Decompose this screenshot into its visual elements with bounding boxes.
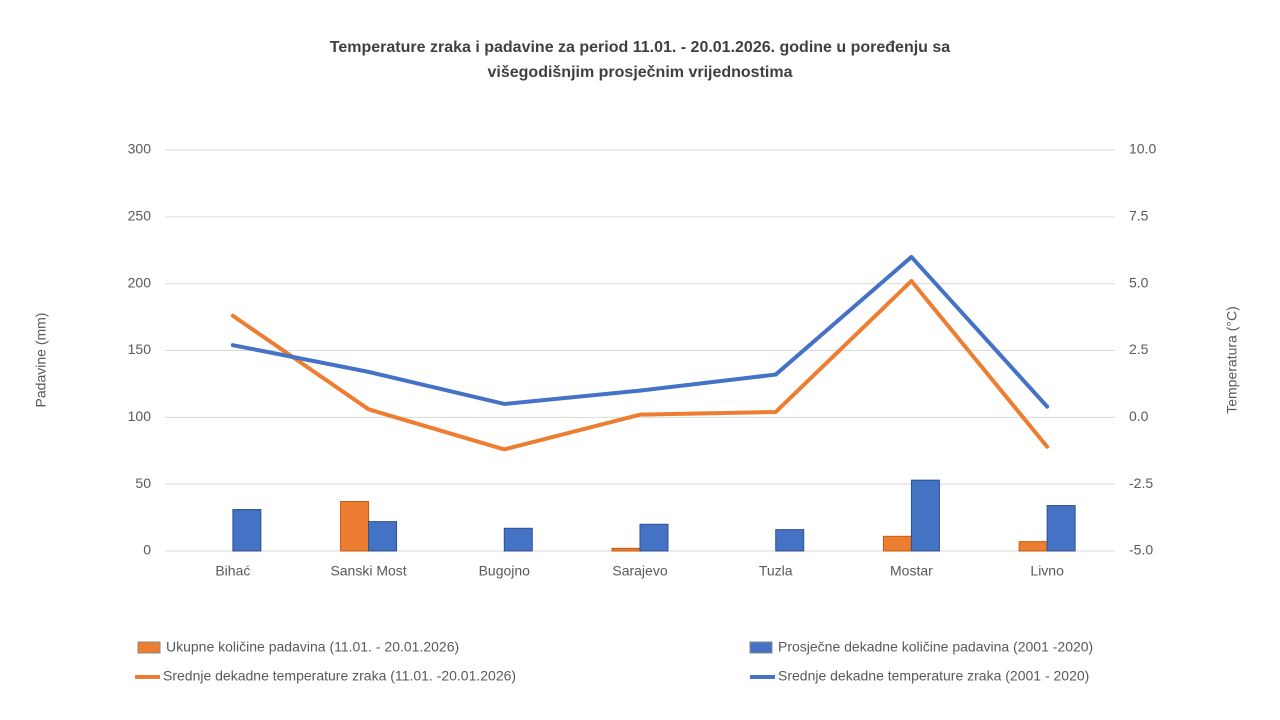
y-tick-label: 100 (128, 408, 152, 424)
bar (910, 479, 940, 552)
y2-tick-label: -5.0 (1129, 542, 1153, 558)
y-tick-label: 250 (128, 208, 152, 224)
legend-label: Srednje dekadne temperature zraka (2001 … (778, 668, 1089, 684)
y2-tick-label: 5.0 (1129, 274, 1149, 290)
x-tick-label: Bihać (215, 563, 250, 579)
y-tick-label: 200 (128, 274, 152, 290)
legend-swatch (137, 641, 161, 654)
bar (775, 529, 805, 552)
x-tick-label: Livno (1030, 563, 1064, 579)
x-tick-label: Sarajevo (612, 563, 667, 579)
x-tick-label: Bugojno (479, 563, 531, 579)
bar (368, 521, 398, 552)
y2-axis-label: Temperatura (°C) (1224, 306, 1240, 414)
legend-label: Ukupne količine padavina (11.01. - 20.01… (166, 639, 459, 655)
y-tick-label: 50 (135, 475, 151, 491)
legend-label: Srednje dekadne temperature zraka (11.01… (163, 668, 516, 684)
bar (340, 501, 370, 552)
y2-tick-label: 2.5 (1129, 341, 1149, 357)
bar (639, 523, 669, 552)
line (230, 254, 1050, 409)
bar (611, 547, 641, 552)
chart-title: Temperature zraka i padavine za period 1… (329, 39, 951, 81)
x-tick-label: Mostar (890, 563, 933, 579)
y2-tick-label: 10.0 (1129, 141, 1156, 157)
y2-tick-label: 7.5 (1129, 208, 1149, 224)
bar (1018, 541, 1048, 552)
legend-label: Prosječne dekadne količine padavina (200… (778, 639, 1093, 655)
y-tick-label: 300 (128, 141, 152, 157)
line (230, 278, 1050, 452)
bar (882, 535, 912, 552)
y-tick-label: 0 (143, 542, 151, 558)
y2-tick-label: -2.5 (1129, 475, 1153, 491)
bar (232, 509, 262, 552)
y-tick-label: 150 (128, 341, 152, 357)
x-tick-label: Tuzla (759, 563, 793, 579)
y-axis-label: Padavine (mm) (33, 313, 49, 408)
y2-tick-label: 0.0 (1129, 408, 1149, 424)
legend-swatch (749, 641, 773, 654)
bar (1046, 505, 1076, 552)
x-tick-label: Sanski Most (330, 563, 406, 579)
bar (503, 527, 533, 552)
